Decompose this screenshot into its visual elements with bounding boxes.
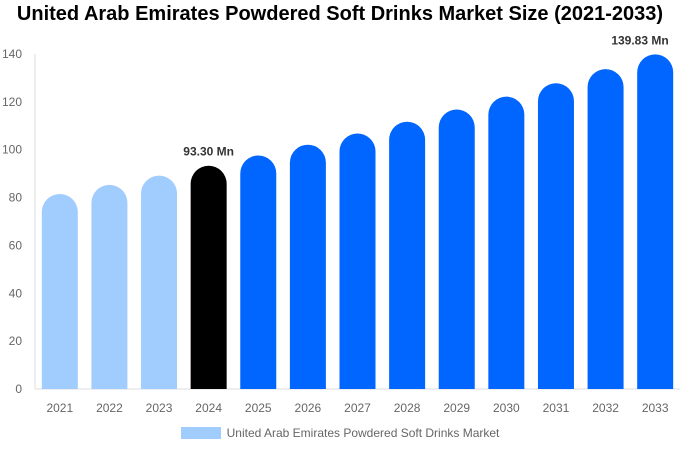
y-tick-label: 60	[9, 238, 23, 252]
bar-2021	[41, 193, 78, 389]
x-tick-label: 2024	[195, 401, 222, 415]
x-tick-label: 2026	[295, 401, 322, 415]
x-tick-label: 2033	[642, 401, 669, 415]
bar-2033	[637, 54, 674, 389]
bar-2027	[339, 133, 376, 389]
bar-2031	[537, 83, 574, 389]
legend-label: United Arab Emirates Powdered Soft Drink…	[226, 426, 500, 440]
x-tick-label: 2031	[543, 401, 570, 415]
y-tick-label: 0	[15, 382, 22, 396]
bar-2032	[587, 69, 624, 389]
bar-2025	[240, 155, 277, 389]
data-label-2033: 139.83 Mn	[611, 33, 668, 47]
bar-2023	[141, 175, 178, 389]
y-tick-label: 100	[2, 143, 22, 157]
bar-2022	[91, 184, 128, 389]
bar-2028	[389, 121, 426, 390]
x-tick-label: 2032	[592, 401, 619, 415]
legend-swatch	[180, 427, 221, 439]
x-tick-label: 2028	[394, 401, 421, 415]
x-tick-label: 2023	[146, 401, 173, 415]
x-tick-label: 2030	[493, 401, 520, 415]
legend: United Arab Emirates Powdered Soft Drink…	[0, 426, 680, 440]
bar-2029	[438, 109, 475, 389]
x-tick-label: 2029	[443, 401, 470, 415]
bar-2024	[190, 165, 227, 389]
x-tick-label: 2025	[245, 401, 272, 415]
y-tick-label: 140	[2, 47, 22, 61]
y-tick-label: 40	[9, 286, 23, 300]
y-tick-label: 80	[9, 191, 23, 205]
y-tick-label: 120	[2, 95, 22, 109]
x-tick-label: 2027	[344, 401, 371, 415]
y-tick-label: 20	[9, 334, 23, 348]
bar-2026	[289, 144, 326, 389]
data-label-2024: 93.30 Mn	[183, 145, 234, 159]
x-tick-label: 2021	[46, 401, 73, 415]
x-tick-label: 2022	[96, 401, 123, 415]
bar-2030	[488, 96, 525, 389]
chart-title: United Arab Emirates Powdered Soft Drink…	[16, 3, 664, 25]
